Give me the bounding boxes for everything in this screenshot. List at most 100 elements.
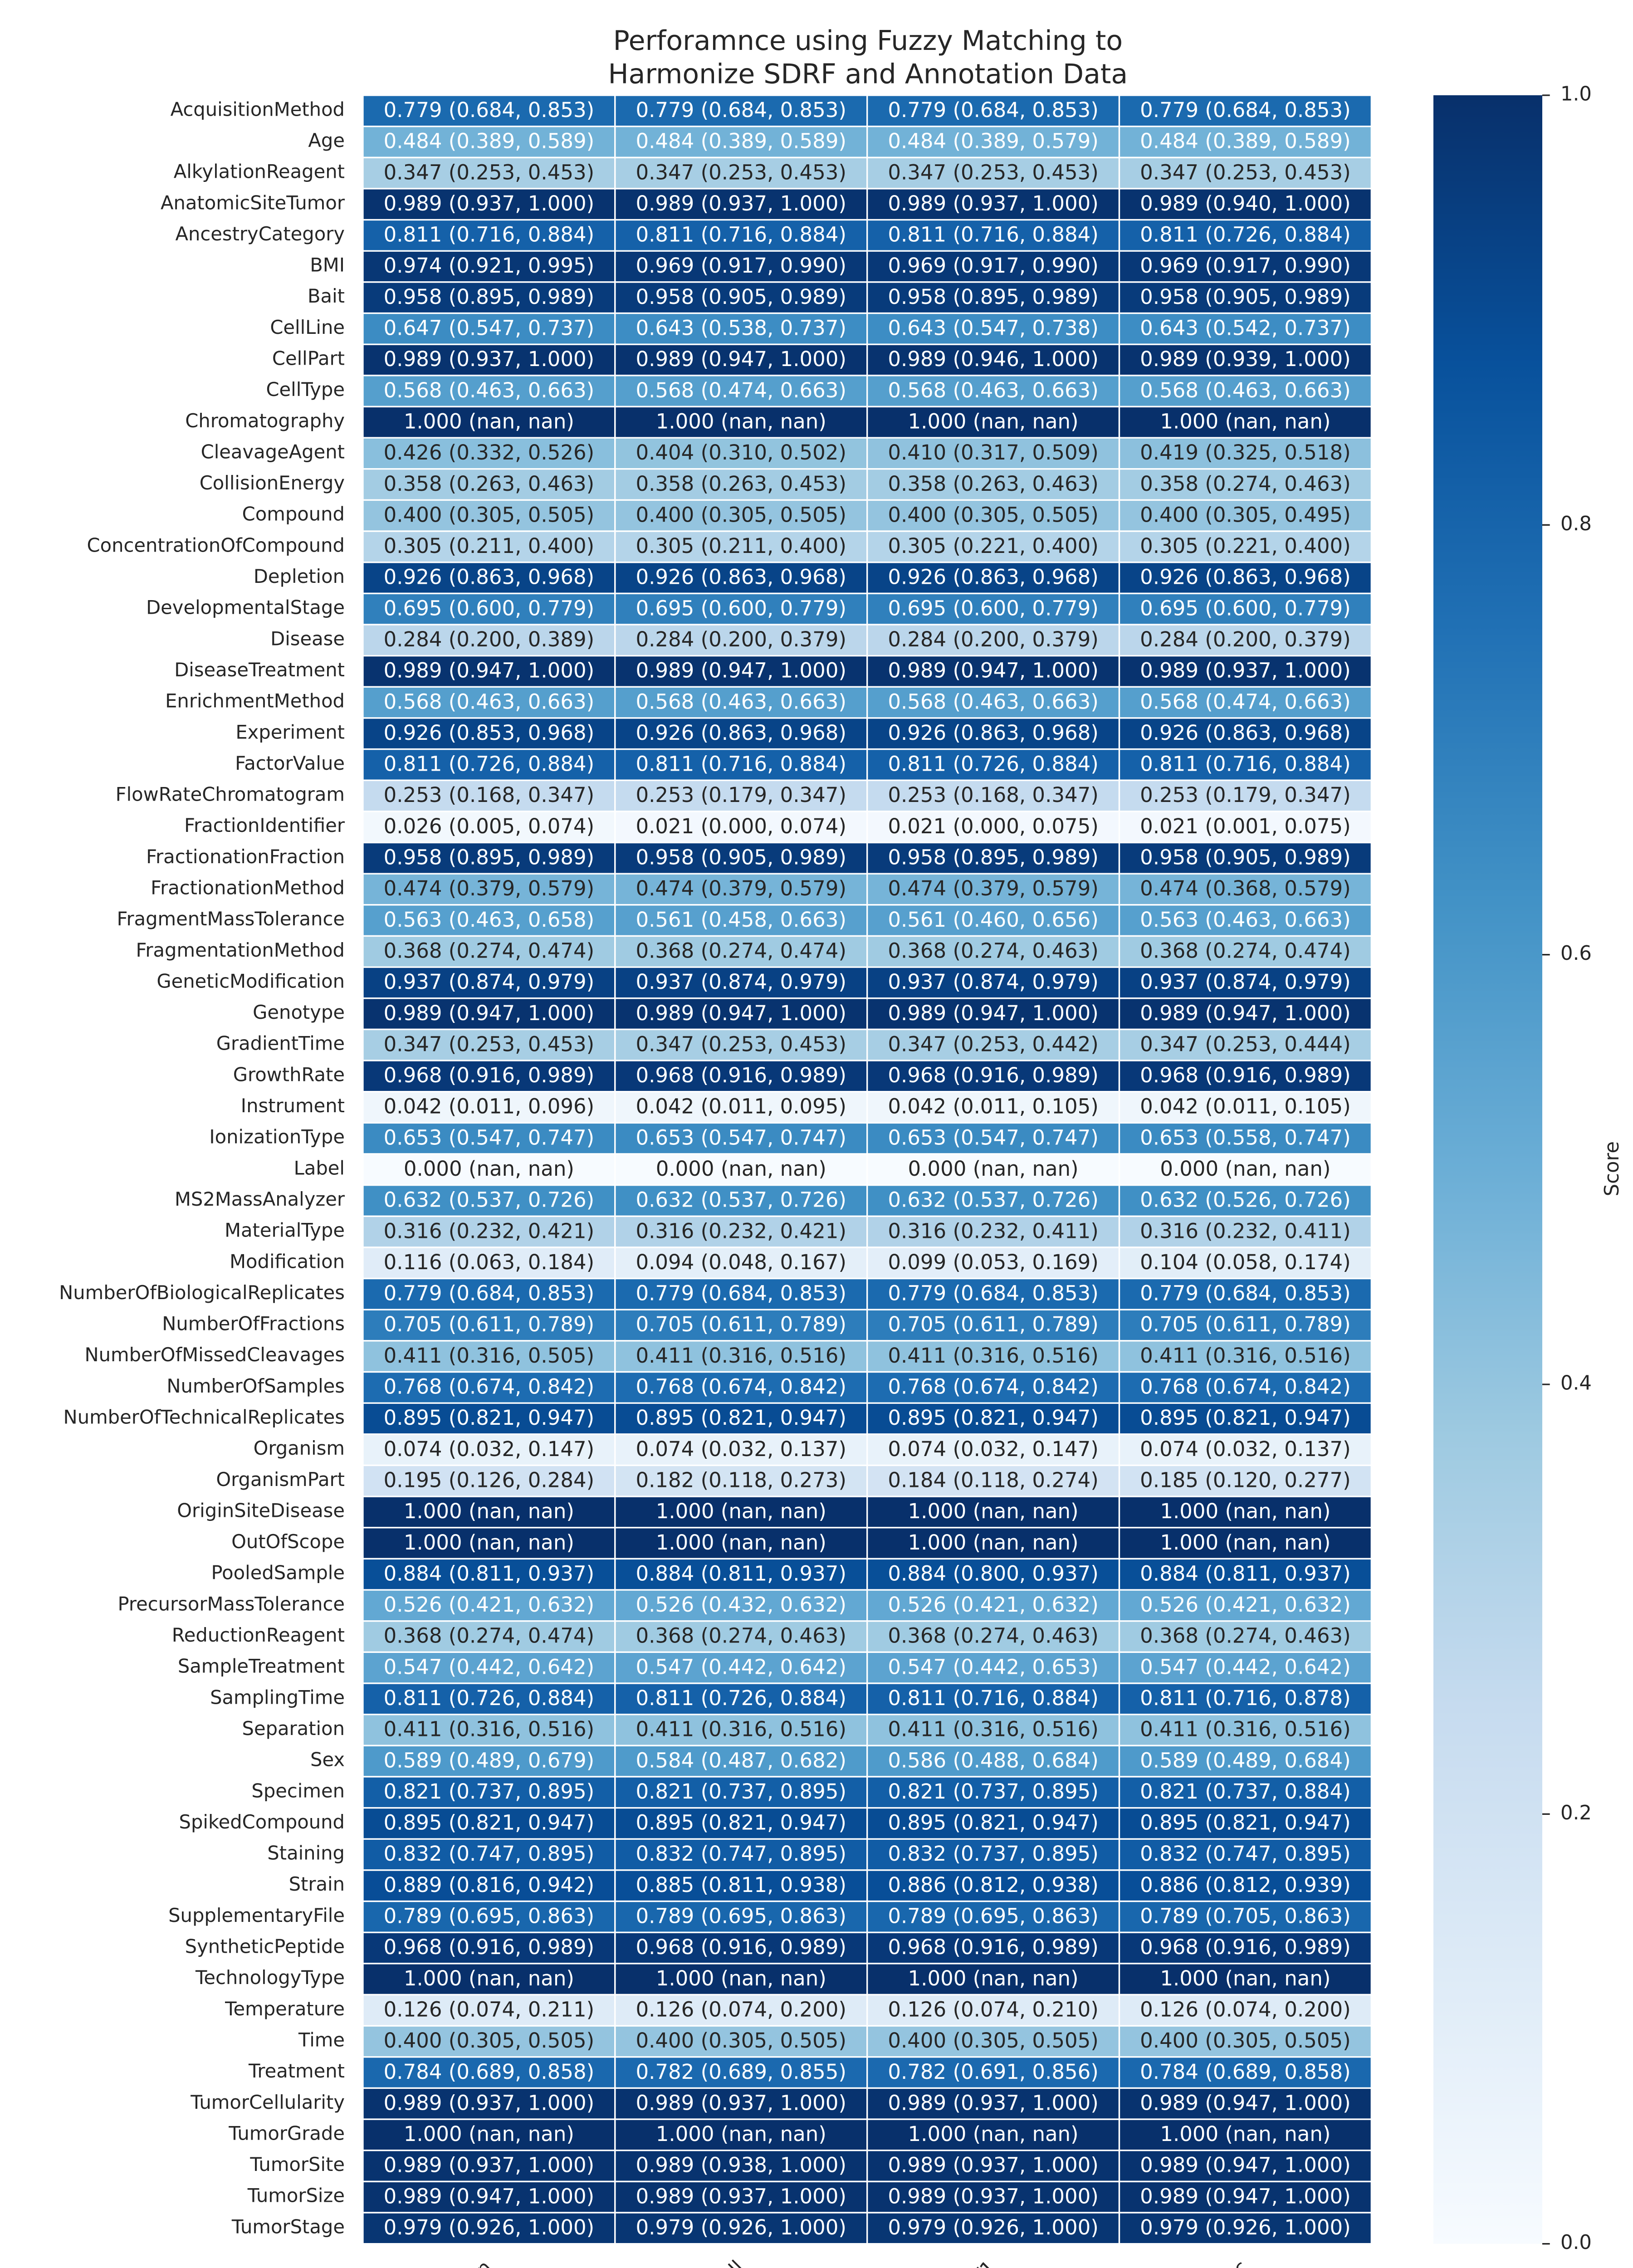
cell-label: 0.568 (0.463, 0.663) bbox=[888, 378, 1099, 402]
row-label: FactorValue bbox=[235, 752, 345, 774]
heatmap-cell bbox=[1118, 1091, 1373, 1124]
heatmap-cell bbox=[362, 1309, 616, 1342]
cell-label: 0.811 (0.716, 0.884) bbox=[1140, 752, 1351, 776]
cell-label: 0.811 (0.726, 0.884) bbox=[888, 752, 1099, 776]
cell-label: 0.695 (0.600, 0.779) bbox=[384, 596, 595, 620]
cell-label: 0.979 (0.926, 1.000) bbox=[636, 2215, 846, 2239]
cell-label: 0.368 (0.274, 0.474) bbox=[384, 938, 595, 963]
heatmap-cell bbox=[362, 1433, 616, 1466]
heatmap-cell bbox=[1118, 935, 1373, 968]
colorbar-label: Score bbox=[1601, 1141, 1623, 1196]
cell-label: 0.979 (0.926, 1.000) bbox=[384, 2215, 595, 2239]
row-label: Staining bbox=[267, 1842, 345, 1864]
heatmap-cell bbox=[1118, 343, 1373, 376]
colorbar-tick-label: 0.2 bbox=[1560, 1802, 1592, 1824]
heatmap-cell bbox=[1118, 1682, 1373, 1716]
heatmap-cell bbox=[1118, 997, 1373, 1031]
cell-label: 1.000 (nan, nan) bbox=[908, 1499, 1079, 1523]
row-label: Temperature bbox=[225, 1998, 345, 2020]
heatmap-cell bbox=[866, 312, 1120, 345]
row-label: CellPart bbox=[272, 347, 345, 370]
heatmap-cell bbox=[362, 468, 616, 501]
cell-label: 0.989 (0.937, 1.000) bbox=[888, 2184, 1099, 2208]
heatmap-cell bbox=[866, 873, 1120, 906]
cell-label: 0.989 (0.947, 1.000) bbox=[636, 659, 846, 683]
row-label: Compound bbox=[242, 503, 345, 525]
cell-label: 0.811 (0.716, 0.884) bbox=[888, 1686, 1099, 1710]
cell-label: 0.969 (0.917, 0.990) bbox=[888, 254, 1099, 278]
cell-label: 1.000 (nan, nan) bbox=[404, 409, 574, 433]
cell-label: 0.653 (0.547, 0.747) bbox=[888, 1125, 1099, 1149]
heatmap-cell bbox=[1118, 1433, 1373, 1466]
cell-label: 0.284 (0.200, 0.379) bbox=[1140, 627, 1351, 651]
row-label: TumorCellularity bbox=[190, 2091, 345, 2113]
cell-label: 0.042 (0.011, 0.105) bbox=[1140, 1095, 1351, 1119]
cell-label: 0.632 (0.526, 0.726) bbox=[1140, 1188, 1351, 1212]
cell-label: 0.000 (nan, nan) bbox=[1160, 1157, 1330, 1181]
cell-label: 0.782 (0.691, 0.856) bbox=[888, 2060, 1099, 2084]
heatmap-cell bbox=[614, 1371, 868, 1404]
cell-label: 0.021 (0.000, 0.075) bbox=[888, 814, 1099, 838]
cell-label: 0.305 (0.221, 0.400) bbox=[888, 534, 1099, 558]
cell-label: 0.526 (0.432, 0.632) bbox=[636, 1593, 846, 1617]
row-label: TumorGrade bbox=[228, 2122, 345, 2144]
cell-label: 0.126 (0.074, 0.211) bbox=[384, 1997, 595, 2021]
cell-label: 0.811 (0.726, 0.884) bbox=[1140, 223, 1351, 247]
cell-label: 0.789 (0.695, 0.863) bbox=[636, 1904, 846, 1928]
cell-label: 0.568 (0.463, 0.663) bbox=[1140, 378, 1351, 402]
cell-label: 0.811 (0.726, 0.884) bbox=[384, 1686, 595, 1710]
cell-label: 0.968 (0.916, 0.989) bbox=[636, 1935, 846, 1959]
cell-label: 0.400 (0.305, 0.505) bbox=[384, 2028, 595, 2053]
cell-label: 0.526 (0.421, 0.632) bbox=[888, 1593, 1099, 1617]
row-label: SupplementaryFile bbox=[168, 1904, 345, 1926]
cell-label: 0.400 (0.305, 0.505) bbox=[888, 503, 1099, 527]
cell-label: 0.474 (0.379, 0.579) bbox=[888, 876, 1099, 900]
colorbar-tick-label: 0.0 bbox=[1560, 2231, 1592, 2254]
heatmap-cell bbox=[1118, 1060, 1373, 1093]
cell-label: 0.937 (0.874, 0.979) bbox=[1140, 970, 1351, 994]
cell-label: 1.000 (nan, nan) bbox=[656, 1530, 826, 1554]
heatmap-cell bbox=[362, 1931, 616, 1965]
cell-label: 0.989 (0.947, 1.000) bbox=[384, 2184, 595, 2208]
cell-label: 0.989 (0.937, 1.000) bbox=[384, 2153, 595, 2177]
heatmap-cell bbox=[362, 1994, 616, 2027]
cell-label: 0.811 (0.716, 0.884) bbox=[888, 223, 1099, 247]
cell-label: 0.926 (0.863, 0.968) bbox=[888, 565, 1099, 589]
row-label: NumberOfSamples bbox=[166, 1375, 345, 1397]
cell-label: 0.958 (0.895, 0.989) bbox=[888, 846, 1099, 870]
cell-label: 1.000 (nan, nan) bbox=[1160, 2122, 1330, 2146]
heatmap-cell bbox=[614, 437, 868, 470]
cell-label: 0.989 (0.938, 1.000) bbox=[636, 2153, 846, 2177]
heatmap-cell bbox=[1118, 1277, 1373, 1310]
row-label: Experiment bbox=[235, 721, 345, 743]
cell-label: 0.968 (0.916, 0.989) bbox=[1140, 1935, 1351, 1959]
cell-label: 0.989 (0.947, 1.000) bbox=[888, 1001, 1099, 1025]
heatmap-cell bbox=[614, 997, 868, 1031]
column-label: f1 bbox=[971, 2256, 1001, 2268]
heatmap-cell bbox=[866, 2118, 1120, 2151]
heatmap-cell bbox=[362, 1589, 616, 1622]
heatmap-cell bbox=[1118, 1838, 1373, 1871]
cell-label: 0.547 (0.442, 0.642) bbox=[636, 1655, 846, 1679]
heatmap-cell bbox=[614, 935, 868, 968]
cell-label: 0.779 (0.684, 0.853) bbox=[888, 1281, 1099, 1305]
cell-label: 0.989 (0.937, 1.000) bbox=[384, 347, 595, 371]
heatmap-cell bbox=[362, 1496, 616, 1529]
cell-label: 0.937 (0.874, 0.979) bbox=[384, 970, 595, 994]
cell-label: 0.316 (0.232, 0.421) bbox=[384, 1219, 595, 1243]
cell-label: 0.253 (0.168, 0.347) bbox=[384, 783, 595, 807]
heatmap-cell bbox=[866, 841, 1120, 875]
cell-label: 1.000 (nan, nan) bbox=[656, 409, 826, 433]
heatmap-cell bbox=[1118, 562, 1373, 595]
cell-label: 0.074 (0.032, 0.147) bbox=[384, 1437, 595, 1461]
heatmap-cell bbox=[1118, 219, 1373, 252]
heatmap-cell bbox=[362, 1838, 616, 1871]
cell-label: 0.958 (0.895, 0.989) bbox=[888, 285, 1099, 309]
row-label: OrganismPart bbox=[216, 1468, 345, 1491]
cell-label: 0.411 (0.316, 0.516) bbox=[636, 1717, 846, 1741]
colorbar-tick-label: 1.0 bbox=[1560, 83, 1592, 106]
heatmap-cell bbox=[1118, 1900, 1373, 1933]
cell-label: 0.484 (0.389, 0.589) bbox=[384, 129, 595, 153]
cell-label: 0.989 (0.947, 1.000) bbox=[1140, 2184, 1351, 2208]
cell-label: 0.937 (0.874, 0.979) bbox=[888, 970, 1099, 994]
